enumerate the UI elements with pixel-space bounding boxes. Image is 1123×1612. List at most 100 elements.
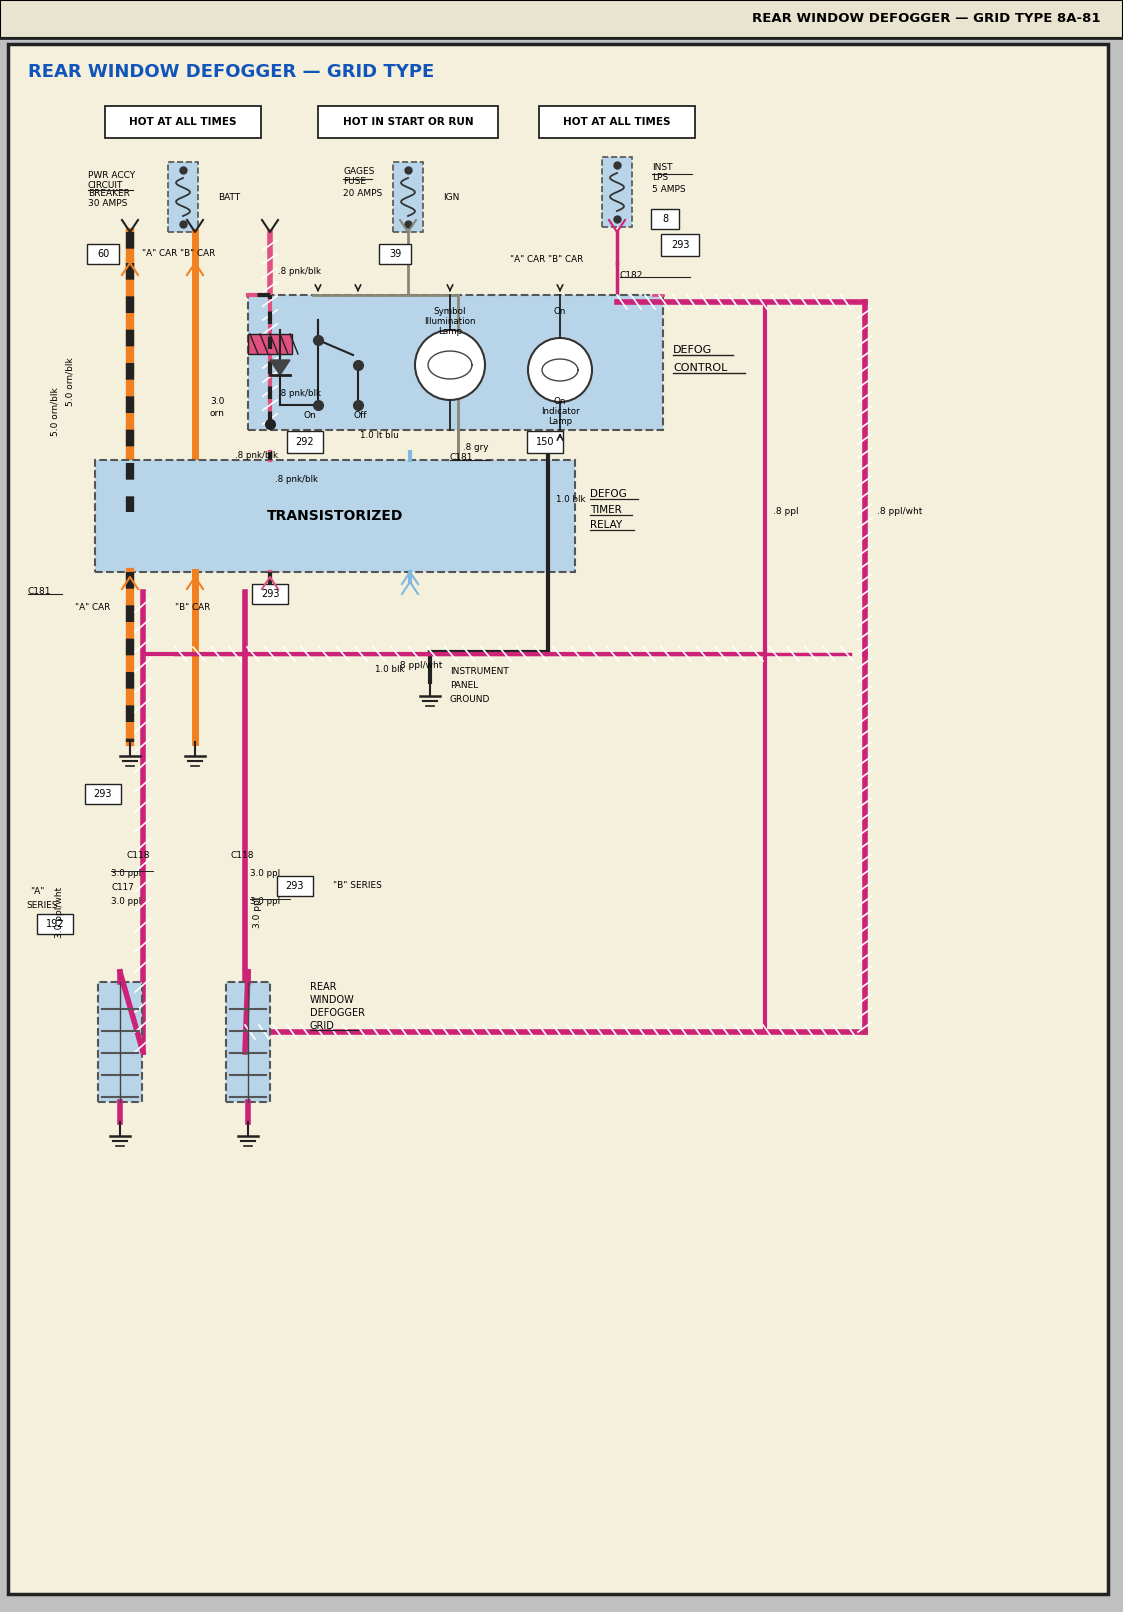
Bar: [602, 156, 632, 227]
Text: 39: 39: [389, 248, 401, 260]
Text: C181: C181: [450, 453, 474, 463]
Bar: [318, 106, 497, 139]
Text: INSTRUMENT: INSTRUMENT: [450, 667, 509, 677]
Bar: [168, 161, 198, 232]
Text: 293: 293: [670, 240, 690, 250]
Text: FUSE: FUSE: [343, 177, 366, 187]
Polygon shape: [270, 359, 290, 376]
Text: SERIES: SERIES: [26, 901, 57, 911]
Text: Off: Off: [354, 411, 367, 419]
Text: "B" CAR: "B" CAR: [175, 603, 210, 611]
Text: "B" SERIES: "B" SERIES: [334, 882, 382, 890]
Bar: [527, 430, 563, 453]
Text: "A" CAR "B" CAR: "A" CAR "B" CAR: [510, 255, 583, 264]
Text: .8 pnk/blk: .8 pnk/blk: [275, 476, 318, 485]
Text: REAR WINDOW DEFOGGER — GRID TYPE 8A-81: REAR WINDOW DEFOGGER — GRID TYPE 8A-81: [751, 13, 1101, 26]
Text: .8 ppl: .8 ppl: [773, 508, 798, 516]
Bar: [37, 914, 73, 933]
Bar: [104, 106, 261, 139]
Text: 5.0 orn/blk: 5.0 orn/blk: [51, 387, 60, 437]
Text: DEFOG: DEFOG: [590, 488, 627, 500]
Text: BREAKER: BREAKER: [88, 190, 130, 198]
Text: RELAY: RELAY: [590, 521, 622, 530]
Text: C118: C118: [126, 851, 149, 861]
Text: C181: C181: [28, 587, 52, 596]
Text: REAR: REAR: [310, 982, 337, 991]
Text: TIMER: TIMER: [590, 505, 622, 514]
Text: PANEL: PANEL: [450, 682, 478, 690]
Text: 3.0 ppl: 3.0 ppl: [111, 898, 141, 906]
Text: 30 AMPS: 30 AMPS: [88, 200, 127, 208]
Text: orn: orn: [210, 409, 225, 419]
Text: Symbol: Symbol: [433, 308, 466, 316]
Bar: [0, 0, 1123, 39]
Text: On: On: [554, 398, 566, 406]
Text: 3.0 ppl: 3.0 ppl: [250, 869, 280, 879]
Text: "A" CAR: "A" CAR: [75, 603, 110, 611]
Text: 3.0 ppl: 3.0 ppl: [250, 898, 280, 906]
Text: 3.0: 3.0: [210, 398, 225, 406]
Text: CONTROL: CONTROL: [673, 363, 728, 372]
Text: 20 AMPS: 20 AMPS: [343, 190, 382, 198]
Text: GRID: GRID: [310, 1020, 335, 1032]
Text: 5.0 orn/blk: 5.0 orn/blk: [65, 358, 74, 406]
Bar: [85, 783, 121, 804]
Bar: [248, 295, 663, 430]
Text: 60: 60: [97, 248, 109, 260]
Bar: [539, 106, 695, 139]
Text: BATT: BATT: [218, 192, 240, 202]
Text: WINDOW: WINDOW: [310, 995, 355, 1004]
Text: 293: 293: [261, 588, 280, 600]
Circle shape: [416, 330, 485, 400]
Text: On: On: [554, 308, 566, 316]
Text: IGN: IGN: [442, 192, 459, 202]
Text: .8 pnk/blk: .8 pnk/blk: [235, 450, 279, 459]
Text: .8 ppl/wht: .8 ppl/wht: [877, 508, 922, 516]
Text: C117: C117: [111, 882, 134, 891]
Bar: [86, 243, 119, 264]
Text: Indicator: Indicator: [540, 408, 579, 416]
Text: Lamp: Lamp: [438, 327, 462, 337]
Text: GROUND: GROUND: [450, 695, 491, 704]
Text: LPS: LPS: [652, 172, 668, 182]
Text: 293: 293: [93, 788, 112, 800]
Text: 3.0 ppl/wht: 3.0 ppl/wht: [55, 887, 64, 938]
Bar: [378, 243, 411, 264]
Text: .8 pnk/blk: .8 pnk/blk: [279, 390, 321, 398]
Bar: [277, 875, 313, 896]
Bar: [651, 210, 679, 229]
Text: 150: 150: [536, 437, 555, 447]
Bar: [393, 161, 423, 232]
Bar: [252, 584, 287, 604]
Bar: [287, 430, 323, 453]
Text: HOT AT ALL TIMES: HOT AT ALL TIMES: [129, 118, 237, 127]
Text: C182: C182: [620, 271, 643, 279]
Text: 1.0 blk: 1.0 blk: [375, 666, 404, 674]
Text: On: On: [303, 411, 317, 419]
Text: REAR WINDOW DEFOGGER — GRID TYPE: REAR WINDOW DEFOGGER — GRID TYPE: [28, 63, 435, 81]
Text: .8 gry: .8 gry: [463, 443, 489, 451]
Text: Illumination: Illumination: [424, 318, 476, 327]
Text: 5 AMPS: 5 AMPS: [652, 185, 686, 195]
Bar: [98, 982, 141, 1103]
Text: DEFOGGER: DEFOGGER: [310, 1008, 365, 1019]
Bar: [95, 459, 575, 572]
Text: C118: C118: [230, 851, 254, 861]
Bar: [248, 334, 292, 355]
Text: Lamp: Lamp: [548, 418, 572, 427]
Text: TRANSISTORIZED: TRANSISTORIZED: [267, 509, 403, 522]
Circle shape: [528, 339, 592, 401]
Text: 1.0 blk: 1.0 blk: [556, 495, 585, 505]
Text: 293: 293: [285, 882, 304, 891]
Text: 192: 192: [46, 919, 64, 929]
Text: 8: 8: [661, 214, 668, 224]
Text: .8 ppl/wht: .8 ppl/wht: [398, 661, 442, 671]
Text: 1.0 lt blu: 1.0 lt blu: [360, 430, 399, 440]
Text: HOT AT ALL TIMES: HOT AT ALL TIMES: [564, 118, 670, 127]
Text: HOT IN START OR RUN: HOT IN START OR RUN: [343, 118, 473, 127]
Text: 3.0 ppl: 3.0 ppl: [111, 869, 141, 879]
Text: INST: INST: [652, 163, 673, 171]
Text: "A": "A": [30, 888, 45, 896]
Text: GAGES: GAGES: [343, 168, 374, 176]
Text: DEFOG: DEFOG: [673, 345, 712, 355]
